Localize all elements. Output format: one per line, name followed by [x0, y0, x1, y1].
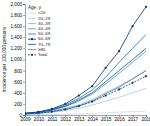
y-tick: 1,400	[11, 35, 26, 40]
series-marker	[131, 82, 133, 84]
y-tick-mark	[23, 48, 25, 49]
series-line	[25, 71, 146, 114]
series-marker	[78, 94, 80, 96]
y-tick-mark	[23, 26, 25, 27]
x-tick: 2013	[74, 115, 85, 122]
series-marker	[25, 112, 26, 114]
x-tick: 2017	[128, 115, 139, 122]
series-line	[25, 35, 146, 114]
x-tick: 2010	[34, 115, 45, 122]
series-marker	[64, 103, 66, 105]
legend-swatch	[28, 34, 36, 35]
series-marker	[105, 67, 107, 69]
y-tick-mark	[23, 15, 25, 16]
x-tick-label: 2013	[74, 117, 85, 122]
x-tick: 2009	[20, 115, 31, 122]
y-axis-title: Incidence per 100,000 persons	[2, 26, 7, 92]
series-line	[25, 48, 146, 113]
y-tick-mark	[23, 115, 25, 116]
y-tick: 2,000	[11, 2, 26, 7]
y-tick-label: 1,200	[11, 46, 23, 51]
x-tick-label: 2012	[61, 117, 72, 122]
legend-swatch	[28, 54, 36, 55]
legend-swatch	[28, 44, 36, 45]
series-marker	[51, 111, 53, 113]
x-tick-label: 2014	[88, 117, 99, 122]
y-tick-label: 1,400	[11, 35, 23, 40]
y-tick: 1,200	[11, 46, 26, 51]
y-tick: 200	[14, 102, 25, 107]
series-marker	[91, 85, 93, 87]
series-marker	[145, 6, 147, 8]
y-tick: 1,600	[11, 24, 26, 29]
x-tick-label: 2016	[114, 117, 125, 122]
x-tick: 2011	[47, 115, 57, 122]
legend-swatch	[28, 23, 36, 24]
y-tick-mark	[23, 104, 25, 105]
y-tick-label: 2,000	[11, 2, 23, 7]
legend-swatch	[28, 18, 36, 19]
y-tick-mark	[23, 93, 25, 94]
x-tick-label: 2010	[34, 117, 45, 122]
legend-swatch	[28, 39, 36, 40]
x-tick-label: 2018	[141, 117, 150, 122]
legend-marker	[31, 38, 33, 40]
y-tick: 600	[14, 80, 25, 85]
series-line	[25, 7, 146, 114]
y-axis: 02004006008001,0001,2001,4001,6001,8002,…	[11, 2, 26, 118]
x-tick: 2018	[141, 115, 150, 122]
y-tick-label: 400	[14, 91, 22, 96]
x-tick-label: 2009	[20, 117, 31, 122]
y-tick-mark	[23, 4, 25, 5]
x-axis: 200920102011 2012201320142015201620172018	[20, 115, 150, 122]
y-tick-label: 1,600	[11, 24, 23, 29]
series-line	[25, 76, 146, 114]
series-marker	[25, 113, 26, 115]
legend-swatch	[28, 28, 36, 29]
series-marker	[131, 25, 133, 27]
chart: 02004006008001,0001,2001,4001,6001,8002,…	[0, 0, 150, 126]
y-tick-mark	[23, 60, 25, 61]
series-marker	[37, 112, 39, 114]
y-tick-label: 200	[14, 102, 22, 107]
y-tick-mark	[23, 82, 25, 83]
y-tick-label: 800	[14, 69, 22, 74]
x-tick: 2014	[88, 115, 99, 122]
series-marker	[118, 50, 120, 52]
y-tick: 400	[14, 91, 25, 96]
x-tick: 2016	[114, 115, 125, 122]
series-marker	[145, 75, 147, 77]
series-marker	[78, 105, 80, 107]
x-tick-label: 2017	[128, 117, 139, 122]
x-tick: 2012	[61, 115, 72, 122]
x-tick-label: 2011	[47, 117, 57, 122]
legend-swatch	[28, 13, 36, 14]
x-tick-label: 2015	[101, 117, 112, 122]
x-tick: 2015	[101, 115, 112, 122]
series-marker	[64, 108, 66, 110]
series-line	[25, 71, 146, 115]
series-marker	[105, 94, 107, 96]
y-axis-line	[23, 5, 26, 116]
lines	[25, 6, 147, 115]
legend-swatch	[28, 49, 36, 50]
legend: Age, y<2020–2930–3940–4950–5960–6970–79≥…	[28, 5, 51, 57]
series-marker	[91, 101, 93, 103]
legend-marker	[31, 54, 33, 56]
series-marker	[118, 88, 120, 90]
y-tick-label: 600	[14, 80, 22, 85]
plot: 02004006008001,0001,2001,4001,6001,8002,…	[11, 2, 150, 122]
y-tick-mark	[23, 37, 25, 38]
y-tick: 800	[14, 69, 25, 74]
series-line	[25, 88, 146, 114]
y-tick: 1,800	[11, 13, 26, 18]
y-tick-label: 1,800	[11, 13, 23, 18]
series-line	[25, 51, 146, 113]
y-tick-mark	[23, 71, 25, 72]
y-tick: 1,000	[11, 57, 26, 62]
y-tick-label: 1,000	[11, 57, 23, 62]
legend-label: Total	[38, 52, 47, 57]
